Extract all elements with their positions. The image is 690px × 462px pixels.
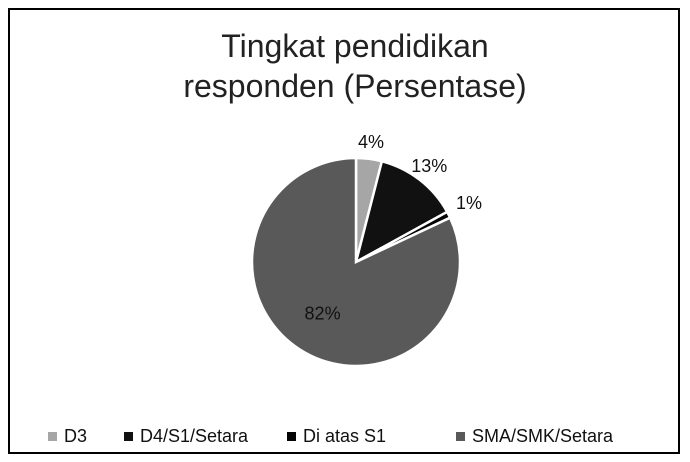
data-label: 4% <box>358 132 384 152</box>
legend-swatch <box>456 432 465 441</box>
data-label: 82% <box>305 303 341 323</box>
legend-swatch <box>124 432 133 441</box>
legend-label: D4/S1/Setara <box>140 426 249 446</box>
pie-slice <box>250 156 462 368</box>
chart-frame <box>8 8 680 454</box>
legend-swatch <box>48 432 57 441</box>
legend-label: Di atas S1 <box>303 426 386 446</box>
chart-title: Tingkat pendidikan responden (Persentase… <box>183 28 527 104</box>
legend-label: SMA/SMK/Setara <box>472 426 614 446</box>
data-label: 1% <box>456 193 482 213</box>
legend-swatch <box>287 432 296 441</box>
pie-slice <box>354 159 449 265</box>
data-label: 13% <box>411 156 447 176</box>
legend-label: D3 <box>64 426 87 446</box>
